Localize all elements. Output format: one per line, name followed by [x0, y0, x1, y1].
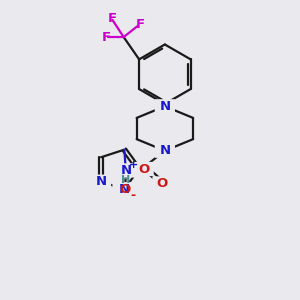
Text: +: +: [129, 160, 138, 170]
Text: F: F: [101, 31, 110, 44]
FancyBboxPatch shape: [152, 176, 172, 190]
Text: N: N: [95, 175, 106, 188]
Text: O: O: [157, 177, 168, 190]
FancyBboxPatch shape: [116, 164, 136, 178]
FancyBboxPatch shape: [135, 162, 154, 176]
Text: -: -: [130, 189, 135, 202]
FancyBboxPatch shape: [155, 144, 175, 158]
Text: F: F: [108, 12, 117, 25]
FancyBboxPatch shape: [112, 182, 136, 196]
Text: N: N: [119, 183, 130, 196]
FancyBboxPatch shape: [116, 183, 135, 197]
Text: F: F: [136, 18, 145, 31]
Text: H: H: [121, 175, 130, 185]
FancyBboxPatch shape: [91, 175, 111, 189]
Text: O: O: [120, 183, 131, 196]
Text: O: O: [139, 163, 150, 176]
FancyBboxPatch shape: [155, 99, 175, 113]
Text: N: N: [159, 144, 170, 157]
Text: N: N: [120, 164, 131, 177]
Text: N: N: [159, 100, 170, 113]
